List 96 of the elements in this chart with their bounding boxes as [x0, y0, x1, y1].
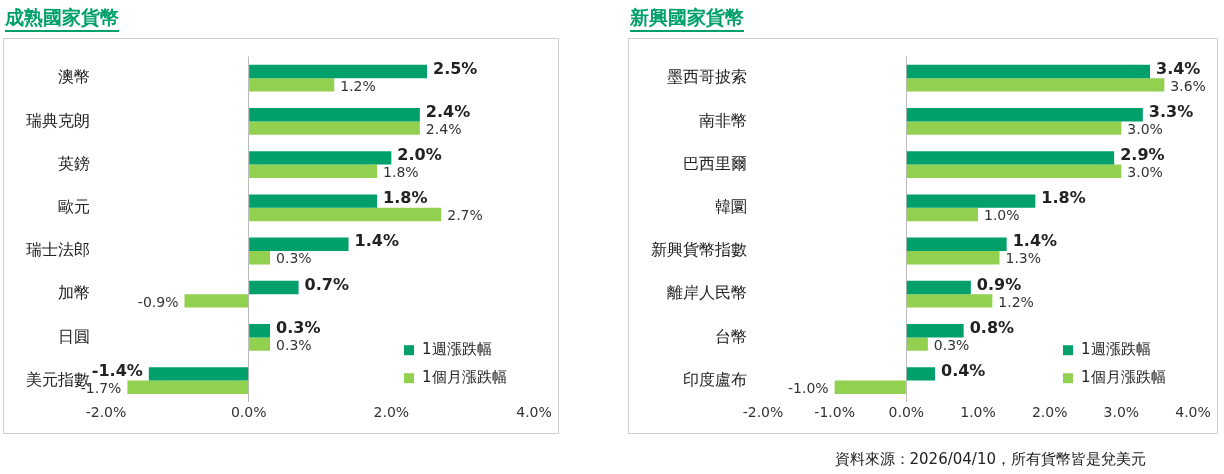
bar: [148, 367, 249, 381]
data-label: 2.9%: [1120, 145, 1165, 165]
data-label: 1.4%: [354, 231, 399, 251]
x-tick-label: 1.0%: [960, 404, 996, 421]
data-label: 3.4%: [1156, 58, 1201, 78]
x-tick-label: 0.0%: [888, 404, 925, 421]
x-tick-label: 2.0%: [373, 404, 410, 421]
x-tick-label: -2.0%: [85, 404, 127, 421]
bar: [906, 121, 1122, 135]
data-label: -1.4%: [91, 361, 143, 381]
legend-label: 1個月漲跌幅: [1081, 368, 1166, 387]
bar: [906, 108, 1143, 122]
y-tick-label: 英鎊: [58, 153, 90, 173]
bar: [906, 280, 971, 295]
x-tick-label: -2.0%: [742, 404, 784, 421]
chart-title: 新興國家貨幣: [630, 4, 744, 32]
data-label: 3.6%: [1170, 77, 1206, 94]
y-tick-label: 南非幣: [699, 110, 747, 130]
bar: [249, 64, 427, 79]
bar: [249, 207, 442, 222]
bar: [249, 280, 299, 295]
bar: [249, 108, 420, 122]
y-tick-label: 新興貨幣指數: [651, 240, 747, 260]
y-tick-label: 墨西哥披索: [667, 67, 747, 87]
data-label: 0.3%: [276, 317, 321, 337]
bar: [906, 324, 964, 338]
bar: [249, 164, 378, 178]
bar: [834, 380, 906, 394]
data-label: 0.3%: [933, 336, 970, 353]
chart-title: 成熟國家貨幣: [5, 4, 119, 32]
bar: [906, 164, 1122, 178]
y-tick-label: 韓圜: [715, 196, 747, 216]
data-label: 2.7%: [447, 207, 483, 224]
data-label: 0.9%: [976, 274, 1022, 294]
bar: [906, 207, 978, 222]
data-label: 1.2%: [998, 293, 1034, 310]
bar: [184, 294, 249, 308]
data-label: 2.4%: [425, 101, 471, 121]
y-tick-label: 瑞典克朗: [26, 110, 90, 130]
legend-label: 1週漲跌幅: [422, 340, 492, 359]
y-tick-label: 歐元: [58, 196, 90, 216]
y-tick-label: 澳幣: [58, 67, 90, 87]
bar: [249, 251, 271, 265]
x-tick-label: 2.0%: [1031, 404, 1068, 421]
data-label: 1.8%: [1041, 188, 1086, 208]
data-label: 1.2%: [340, 77, 376, 94]
bar: [127, 380, 249, 394]
data-label: 1.8%: [383, 163, 419, 180]
data-label: 0.4%: [941, 361, 986, 381]
bar: [906, 367, 935, 381]
bar: [906, 151, 1115, 165]
data-label: 3.3%: [1148, 101, 1194, 121]
bar: [906, 237, 1007, 251]
y-tick-label: 離岸人民幣: [667, 283, 747, 303]
data-label: 0.3%: [276, 250, 312, 267]
y-tick-label: 印度盧布: [683, 369, 747, 389]
data-label: -1.0%: [788, 379, 829, 396]
bar: [249, 337, 271, 351]
data-label: 1.8%: [383, 188, 428, 208]
legend-label: 1週漲跌幅: [1081, 340, 1151, 359]
bar: [906, 337, 928, 351]
data-label: 3.0%: [1127, 120, 1163, 137]
bar: [906, 251, 1000, 265]
bar: [249, 151, 392, 165]
y-tick-label: 瑞士法郎: [26, 240, 90, 260]
bar: [249, 121, 420, 135]
source-note: 資料來源：2026/04/10，所有貨幣皆是兌美元: [834, 450, 1146, 469]
bar: [906, 78, 1165, 92]
data-label: 2.4%: [425, 120, 462, 137]
bar: [906, 294, 993, 308]
data-label: 0.3%: [276, 336, 312, 353]
x-tick-label: 0.0%: [230, 404, 267, 421]
data-label: 0.8%: [969, 317, 1015, 337]
y-tick-label: 台幣: [715, 326, 747, 346]
legend-label: 1個月漲跌幅: [422, 368, 507, 387]
bar: [249, 324, 271, 338]
data-label: 1.0%: [984, 207, 1020, 224]
x-tick-label: 3.0%: [1103, 404, 1140, 421]
data-label: 3.0%: [1127, 163, 1163, 180]
data-label: 0.7%: [304, 274, 349, 294]
bar: [249, 194, 378, 208]
x-tick-label: 4.0%: [516, 404, 552, 421]
bar: [249, 78, 335, 92]
y-tick-label: 加幣: [58, 283, 90, 303]
data-label: 1.4%: [1012, 231, 1058, 251]
bar: [249, 237, 349, 251]
x-tick-label: 4.0%: [1175, 404, 1211, 421]
data-label: -0.9%: [137, 293, 179, 310]
x-tick-label: -1.0%: [814, 404, 855, 421]
bar: [906, 64, 1150, 79]
data-label: 1.3%: [1005, 250, 1042, 267]
y-tick-label: 日圓: [58, 326, 90, 346]
data-label: 2.5%: [433, 58, 478, 78]
bar: [906, 194, 1036, 208]
y-tick-label: 巴西里爾: [683, 153, 747, 173]
data-label: 2.0%: [397, 145, 442, 165]
